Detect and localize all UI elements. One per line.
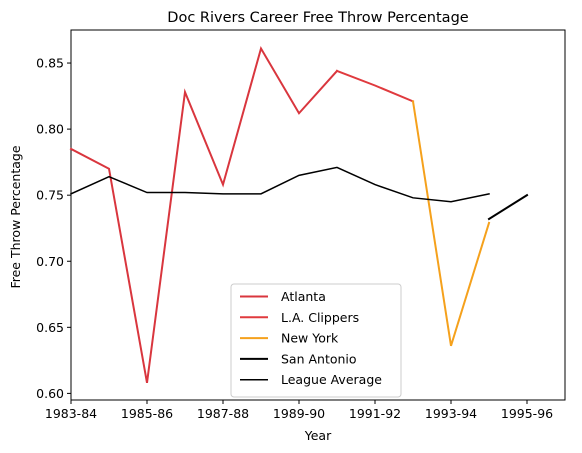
y-tick-label: 0.65 (36, 320, 64, 335)
y-tick-label: 0.75 (36, 188, 64, 203)
series-layer (69, 45, 529, 383)
x-axis-label: Year (304, 428, 332, 443)
legend-label: League Average (281, 372, 382, 387)
y-tick-label: 0.85 (36, 56, 64, 71)
x-tick-label: 1985-86 (121, 406, 173, 421)
y-axis-label: Free Throw Percentage (8, 145, 23, 288)
series-line-new-york (411, 100, 491, 347)
y-tick-label: 0.60 (36, 386, 64, 401)
series-line-san-antonio (487, 193, 529, 221)
x-tick-label: 1991-92 (349, 406, 401, 421)
y-axis: 0.60 0.65 0.70 0.75 0.80 0.85 (36, 56, 71, 401)
series-line-l-a-clippers (335, 69, 415, 103)
legend-label: L.A. Clippers (281, 310, 359, 325)
x-tick-label: 1989-90 (273, 406, 325, 421)
x-tick-label: 1987-88 (197, 406, 249, 421)
legend-box (230, 283, 402, 398)
y-tick-label: 0.70 (36, 254, 64, 269)
series-line-atlanta (69, 45, 339, 383)
legend-label: New York (281, 331, 339, 346)
chart-title: Doc Rivers Career Free Throw Percentage (167, 10, 468, 26)
series-line-league-average (70, 166, 490, 203)
x-tick-label: 1993-94 (425, 406, 477, 421)
x-tick-label: 1983-84 (45, 406, 97, 421)
x-tick-label: 1995-96 (501, 406, 553, 421)
plot-frame (70, 29, 566, 401)
legend-label: Atlanta (281, 289, 326, 304)
y-tick-label: 0.80 (36, 122, 64, 137)
legend: Atlanta L.A. Clippers New York San Antonio L… (230, 283, 402, 398)
legend-label: San Antonio (281, 351, 357, 366)
x-axis: 1983-84 1985-86 1987-88 1989-90 1991-92 1993-… (45, 400, 553, 421)
